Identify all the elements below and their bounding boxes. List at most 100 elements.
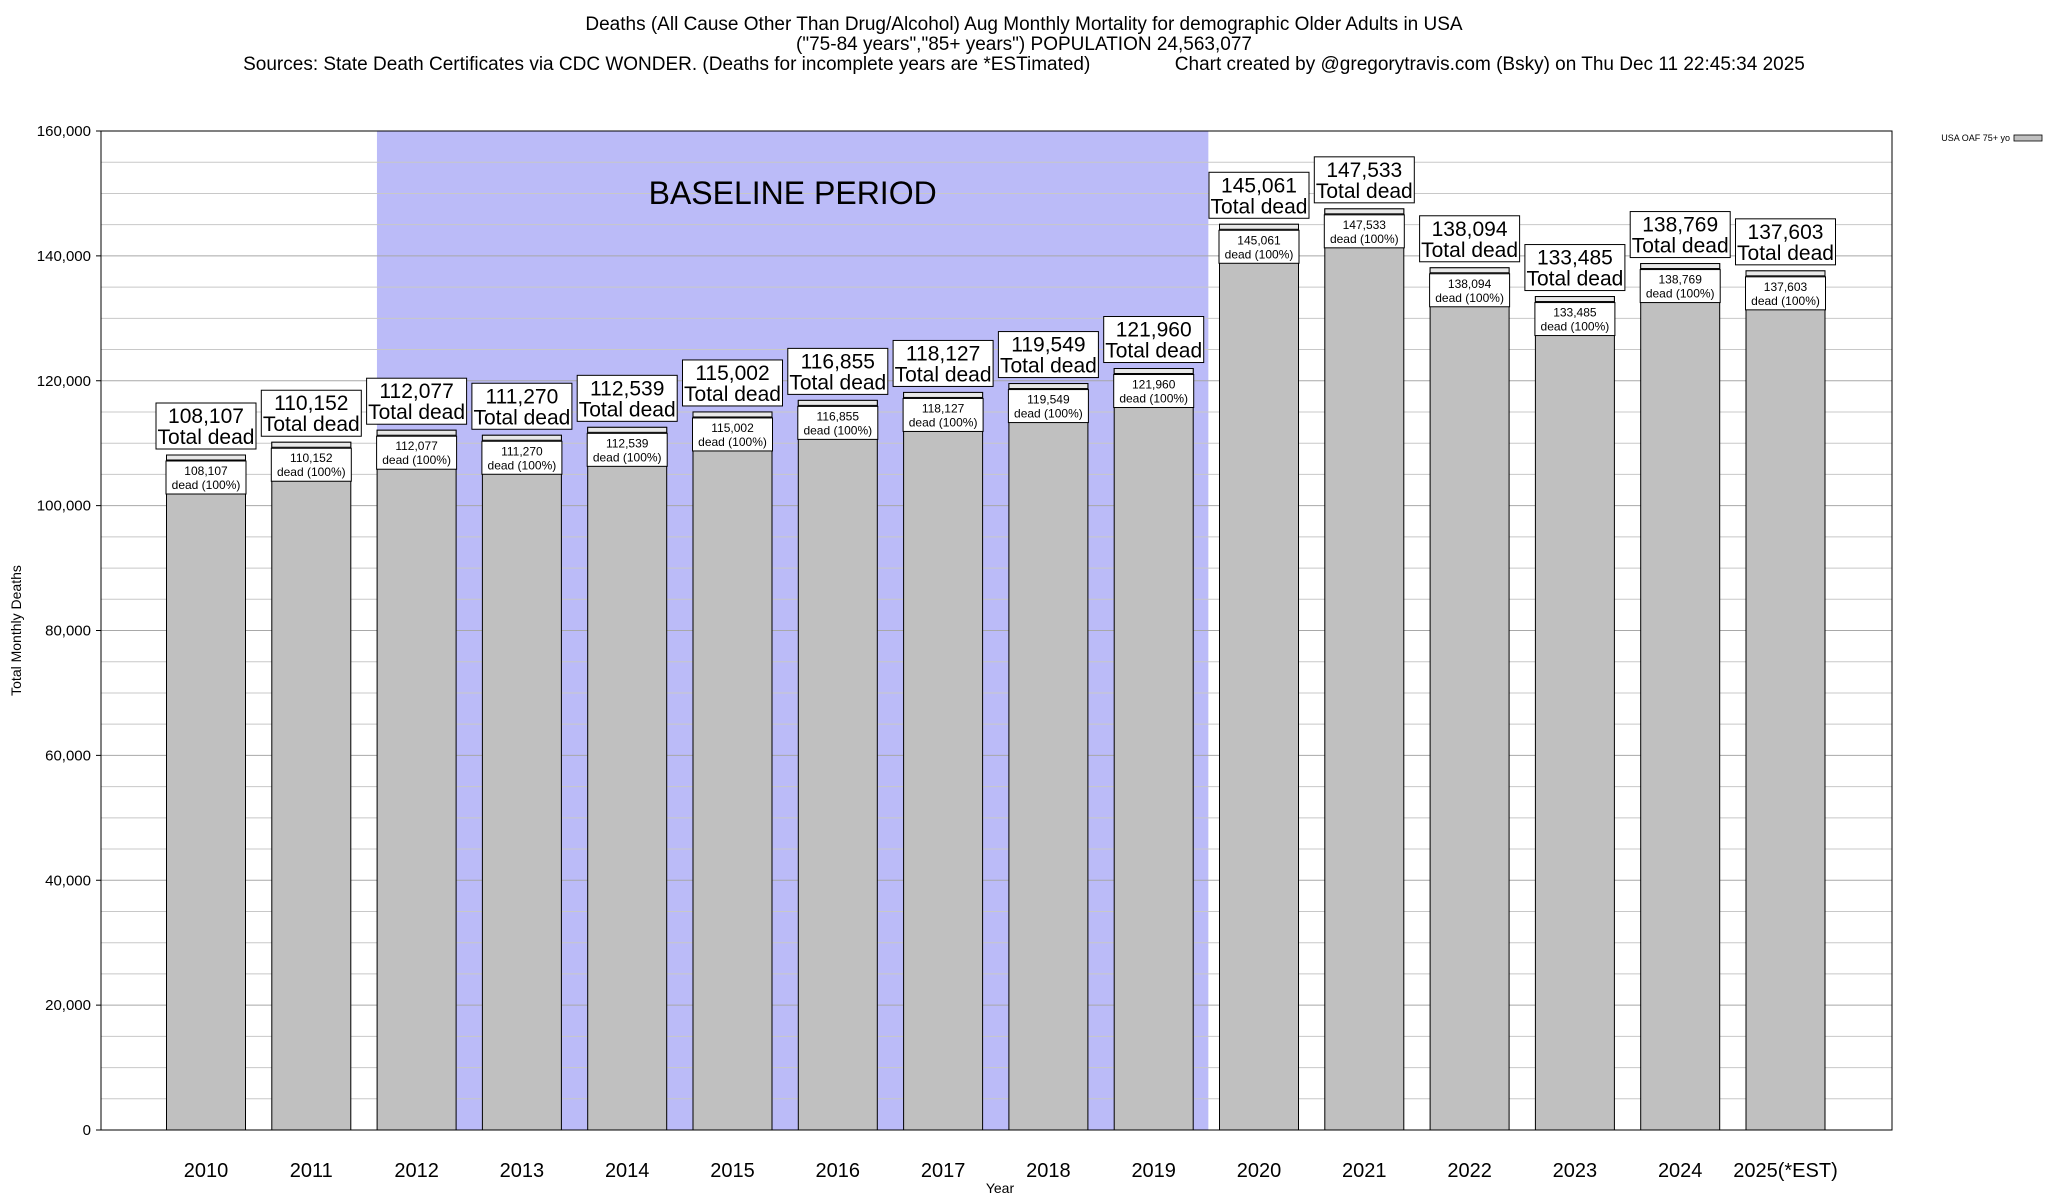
bar-total-value-label: 108,107 [168, 405, 244, 428]
bar-inner-value-label: 121,960 [1132, 378, 1176, 392]
bar-total-dead-label: Total dead [789, 371, 886, 394]
bar-total-dead-label: Total dead [158, 426, 255, 449]
x-tick-label: 2018 [1026, 1160, 1071, 1182]
bar-inner-value-label: 112,539 [606, 436, 649, 450]
bar-inner-percent-label: dead (100%) [1014, 407, 1083, 421]
bar [797, 399, 878, 1131]
chart-title-line-1: Deaths (All Cause Other Than Drug/Alcoho… [585, 14, 1463, 35]
bar-inner-percent-label: dead (100%) [1330, 232, 1399, 246]
bar-cap [376, 429, 457, 436]
bar [903, 391, 984, 1131]
bar-inner-value-label: 137,603 [1764, 280, 1808, 294]
x-tick-label: 2024 [1658, 1160, 1703, 1182]
bar-total-dead-label: Total dead [1000, 355, 1097, 378]
y-tick-label: 80,000 [45, 623, 91, 640]
x-tick-label: 2011 [290, 1160, 333, 1182]
bar-cap [903, 391, 984, 398]
bar-total-dead-label: Total dead [473, 406, 570, 429]
bar-total-value-label: 112,539 [590, 377, 664, 400]
bar-inner-value-label: 138,094 [1448, 277, 1492, 291]
bar-total-dead-label: Total dead [1105, 340, 1202, 363]
y-tick-label: 20,000 [45, 997, 91, 1014]
bar-inner-label-box [902, 397, 984, 432]
bar-inner-label-box [692, 417, 773, 452]
x-axis-label: Year [986, 1180, 1015, 1196]
baseline-period-label: BASELINE PERIOD [649, 175, 937, 211]
bar-inner-label-box [1323, 214, 1405, 249]
bar-cap [1008, 383, 1089, 390]
bar-inner-label-box [797, 405, 879, 440]
bar-cap [271, 441, 352, 448]
x-tick-label: 2012 [394, 1160, 439, 1182]
bar-inner-label-box [376, 435, 458, 470]
y-tick-label: 120,000 [37, 373, 91, 390]
bar-inner-percent-label: dead (100%) [277, 465, 346, 479]
bar [1745, 270, 1826, 1131]
chart-titles: Deaths (All Cause Other Than Drug/Alcoho… [0, 0, 2048, 75]
x-tick-label: 2013 [500, 1160, 545, 1182]
bar-inner-percent-label: dead (100%) [803, 423, 872, 437]
bar-total-dead-label: Total dead [684, 383, 781, 406]
bar-total-label-box [1419, 215, 1521, 263]
bar-total-label-box [155, 402, 257, 450]
bar [587, 426, 668, 1131]
bar [1640, 263, 1721, 1131]
bar-total-dead-label: Total dead [895, 363, 992, 386]
bar-cap [1219, 223, 1299, 230]
bar-total-label-box [787, 347, 889, 395]
legend-label: USA OAF 75+ yo [1941, 133, 2010, 143]
bar-cap [797, 399, 878, 406]
bar-cap [481, 434, 562, 441]
bar-total-value-label: 119,549 [1011, 334, 1085, 357]
legend-swatch [2013, 134, 2043, 142]
bar-total-dead-label: Total dead [1211, 195, 1308, 218]
bar-inner-percent-label: dead (100%) [1541, 320, 1610, 334]
bar-inner-label-box [1218, 229, 1300, 264]
bar-inner-value-label: 110,152 [290, 451, 333, 465]
bar-total-value-label: 138,769 [1642, 214, 1718, 237]
bar [376, 429, 457, 1131]
bar-total-label-box [997, 331, 1099, 379]
bar-inner-percent-label: dead (100%) [1435, 291, 1504, 305]
y-tick-label: 100,000 [37, 498, 91, 515]
x-tick-label: 2014 [605, 1160, 650, 1182]
bar-inner-value-label: 147,533 [1343, 218, 1387, 232]
bar-cap [1745, 270, 1826, 277]
bar-inner-percent-label: dead (100%) [593, 450, 662, 464]
bar-inner-percent-label: dead (100%) [488, 458, 557, 472]
x-tick-label: 2023 [1553, 1160, 1598, 1182]
bar-total-dead-label: Total dead [1421, 239, 1518, 262]
bar-inner-label-box [1429, 273, 1511, 308]
bar [271, 441, 352, 1131]
bar-cap [1429, 267, 1510, 274]
bar-cap [1534, 296, 1615, 303]
bar-inner-label-box [165, 460, 247, 495]
bar-inner-percent-label: dead (100%) [1751, 294, 1820, 308]
bar-cap [692, 411, 773, 418]
bar-total-value-label: 110,152 [274, 392, 348, 415]
bar-total-value-label: 133,485 [1537, 247, 1613, 270]
bar [1219, 223, 1299, 1131]
bar-total-value-label: 147,533 [1326, 159, 1402, 182]
bar-total-label-box [471, 382, 573, 430]
bar-total-label-box [1735, 218, 1836, 266]
bar-inner-label-box [586, 432, 668, 467]
bar-cap [166, 454, 246, 461]
x-tick-label: 2022 [1447, 1160, 1492, 1182]
bar-inner-label-box [1007, 389, 1089, 424]
bar-inner-value-label: 115,002 [711, 421, 754, 435]
bar-total-label-box [260, 389, 362, 437]
bar-inner-percent-label: dead (100%) [1119, 392, 1188, 406]
bar-total-label-box [1208, 171, 1310, 219]
bar [1429, 267, 1510, 1131]
x-tick-label: 2015 [710, 1160, 755, 1182]
bar-inner-value-label: 116,855 [817, 409, 860, 423]
y-tick-label: 0 [83, 1122, 91, 1139]
bar-total-value-label: 138,094 [1432, 218, 1508, 241]
bar-cap [1113, 368, 1194, 375]
bar-inner-label-box [1639, 269, 1721, 304]
bar-inner-label-box [1745, 276, 1826, 311]
y-tick-label: 160,000 [37, 123, 91, 140]
bar [1008, 383, 1089, 1131]
